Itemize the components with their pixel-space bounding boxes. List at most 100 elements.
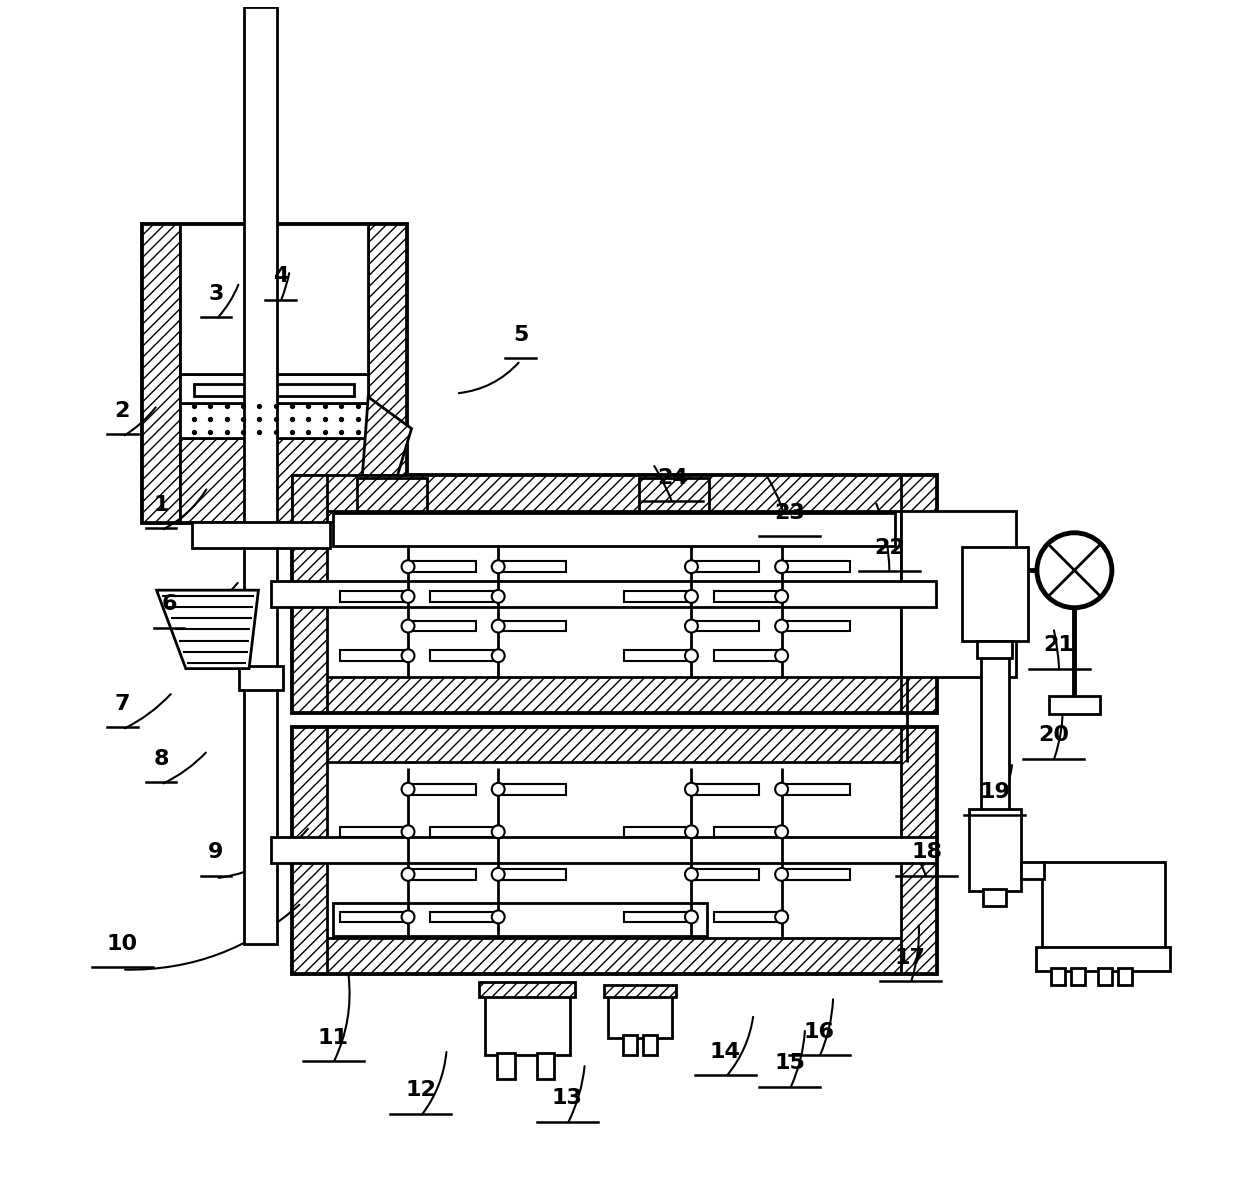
Bar: [340, 591, 404, 602]
Text: 11: 11: [317, 1027, 348, 1048]
Circle shape: [492, 910, 505, 923]
Circle shape: [684, 826, 698, 838]
Bar: [624, 591, 688, 602]
Bar: [180, 403, 368, 438]
Text: 14: 14: [711, 1042, 740, 1062]
Bar: [180, 373, 368, 403]
Text: 19: 19: [980, 782, 1011, 801]
Circle shape: [402, 649, 414, 662]
Polygon shape: [362, 397, 412, 475]
Text: 18: 18: [911, 843, 942, 863]
Bar: [293, 475, 327, 712]
Circle shape: [684, 620, 698, 633]
Bar: [340, 651, 404, 661]
Circle shape: [492, 867, 505, 880]
Bar: [502, 869, 567, 879]
Circle shape: [402, 826, 414, 838]
Bar: [785, 784, 849, 794]
Bar: [977, 641, 1012, 658]
Bar: [293, 939, 936, 973]
Circle shape: [684, 783, 698, 795]
Bar: [694, 621, 759, 632]
Bar: [1021, 861, 1044, 879]
Bar: [642, 1036, 657, 1055]
Text: 21: 21: [1044, 635, 1075, 655]
Bar: [1042, 861, 1164, 949]
Text: 7: 7: [114, 693, 130, 713]
Circle shape: [402, 783, 414, 795]
Text: 9: 9: [208, 843, 223, 863]
Bar: [981, 594, 1009, 850]
Bar: [430, 651, 495, 661]
Circle shape: [775, 649, 789, 662]
Bar: [714, 591, 779, 602]
Bar: [901, 475, 936, 712]
Circle shape: [775, 867, 789, 880]
Bar: [485, 987, 569, 1055]
Bar: [714, 651, 779, 661]
Bar: [334, 903, 707, 936]
Bar: [502, 621, 567, 632]
Bar: [694, 784, 759, 794]
Text: 3: 3: [208, 284, 223, 303]
Circle shape: [684, 649, 698, 662]
Bar: [143, 224, 180, 523]
Text: 20: 20: [1038, 725, 1069, 745]
Text: 6: 6: [161, 594, 177, 614]
Text: 16: 16: [804, 1021, 835, 1042]
Bar: [180, 224, 368, 373]
Bar: [962, 546, 1028, 641]
Text: 22: 22: [874, 538, 905, 558]
Bar: [714, 826, 779, 837]
Bar: [238, 666, 283, 690]
Circle shape: [775, 826, 789, 838]
Circle shape: [492, 590, 505, 603]
Bar: [537, 1052, 554, 1078]
Bar: [785, 621, 849, 632]
Bar: [714, 911, 779, 922]
Circle shape: [402, 910, 414, 923]
Text: 5: 5: [513, 325, 528, 345]
Circle shape: [492, 649, 505, 662]
Bar: [357, 478, 427, 511]
Bar: [368, 224, 405, 523]
Bar: [293, 677, 936, 712]
Bar: [412, 869, 476, 879]
Bar: [497, 1052, 515, 1078]
Bar: [1052, 968, 1065, 985]
Bar: [340, 826, 404, 837]
Bar: [502, 784, 567, 794]
Bar: [193, 384, 355, 396]
Bar: [143, 224, 405, 523]
Bar: [639, 478, 709, 511]
Bar: [430, 826, 495, 837]
Bar: [968, 809, 1021, 891]
Bar: [608, 991, 672, 1038]
Circle shape: [402, 620, 414, 633]
Bar: [293, 728, 327, 973]
Bar: [412, 621, 476, 632]
Bar: [983, 889, 1007, 907]
Bar: [624, 911, 688, 922]
Text: 12: 12: [405, 1081, 436, 1100]
Bar: [340, 911, 404, 922]
Bar: [694, 869, 759, 879]
Bar: [430, 911, 495, 922]
Circle shape: [402, 867, 414, 880]
Bar: [480, 982, 575, 997]
Circle shape: [402, 561, 414, 574]
Bar: [272, 581, 936, 607]
Bar: [430, 591, 495, 602]
Bar: [1049, 696, 1100, 715]
Bar: [785, 869, 849, 879]
Text: 15: 15: [774, 1053, 805, 1074]
Bar: [622, 1036, 637, 1055]
Circle shape: [775, 561, 789, 574]
Bar: [334, 513, 895, 545]
Circle shape: [492, 783, 505, 795]
Circle shape: [684, 590, 698, 603]
Circle shape: [775, 783, 789, 795]
Bar: [1097, 968, 1112, 985]
Bar: [624, 651, 688, 661]
Circle shape: [775, 910, 789, 923]
